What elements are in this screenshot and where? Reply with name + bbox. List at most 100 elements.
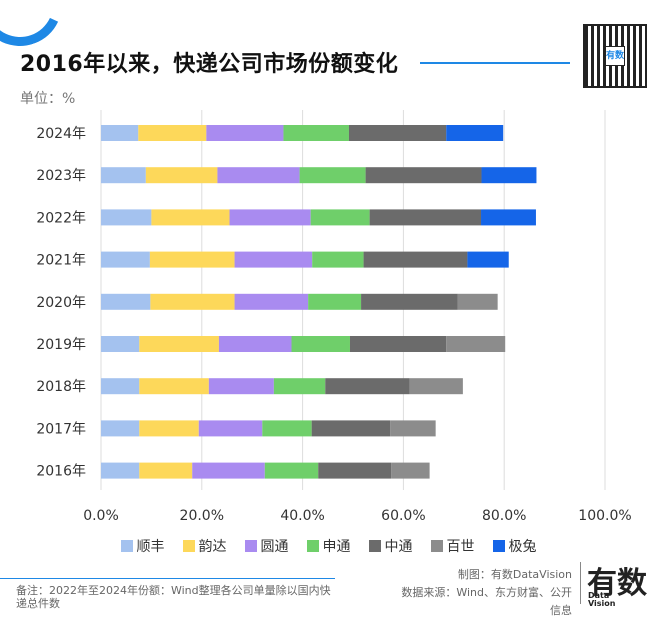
legend-label: 顺丰 xyxy=(136,539,165,555)
bar-segment xyxy=(139,378,209,395)
credit-made: 制图：有数DataVision xyxy=(457,568,572,581)
legend-swatch xyxy=(492,540,505,552)
category-labels: 2024年 2023年 2022年 2021年 2020年 2019年 2018年 2017年… xyxy=(36,126,86,480)
bar-segment xyxy=(139,336,219,352)
legend-item: 中通 xyxy=(368,536,413,556)
bar-segment xyxy=(145,167,218,184)
legend-item: 申通 xyxy=(306,536,351,556)
bar-segment xyxy=(234,251,313,268)
footnote: 备注：2022年至2024年份额：Wind整理各公司单量除以国内快递总件数 xyxy=(16,584,331,610)
bar-segment xyxy=(363,251,468,268)
bar-segment xyxy=(149,251,235,268)
bar-segment xyxy=(101,293,151,310)
bar-segment xyxy=(101,251,150,268)
bar-segment xyxy=(101,209,152,226)
brand-sub-data: Data xyxy=(588,591,610,600)
bar-segment xyxy=(101,462,140,479)
bar-segment xyxy=(198,420,263,437)
legend-swatch xyxy=(368,540,381,552)
category-label: 2022年 xyxy=(36,210,86,226)
legend-item: 韵达 xyxy=(182,536,227,556)
category-label: 2021年 xyxy=(36,253,86,269)
qr-code-icon: 有数 xyxy=(583,24,647,88)
credit-source: 数据来源：Wind、东方财富、公开信息 xyxy=(401,586,572,617)
bar-segment xyxy=(349,336,447,352)
category-label: 2019年 xyxy=(36,337,86,353)
bar-segment xyxy=(365,167,482,184)
bar-segment xyxy=(217,167,300,184)
bar-segment xyxy=(467,251,509,268)
bar-segment xyxy=(457,293,498,310)
brand-logo: 有数 xyxy=(587,566,647,601)
bar-segment xyxy=(101,420,140,437)
bar-segment xyxy=(264,462,319,479)
x-tick-label: 40.0% xyxy=(280,508,324,524)
x-tick-label: 60.0% xyxy=(381,508,425,524)
bar-segment xyxy=(101,378,140,395)
brand-separator xyxy=(580,562,581,604)
brand-subtitle: Data Vision xyxy=(588,592,616,608)
legend-item: 极兔 xyxy=(492,536,537,556)
category-label: 2017年 xyxy=(36,421,86,437)
legend-label: 极兔 xyxy=(508,539,537,555)
legend-swatch xyxy=(430,540,443,552)
bar-segment xyxy=(139,462,193,479)
bar-segment xyxy=(348,125,447,141)
brand-sub-vision: Vision xyxy=(588,599,616,608)
bar-segment xyxy=(391,462,430,479)
bar-segment xyxy=(138,125,207,141)
bar-segment xyxy=(234,293,309,310)
bar-segment xyxy=(218,336,292,352)
bar-segment xyxy=(101,167,146,184)
bar-segment xyxy=(308,293,362,310)
category-label: 2016年 xyxy=(36,464,86,480)
footer-divider xyxy=(0,578,335,579)
x-tick-label: 100.0% xyxy=(578,508,631,524)
bar-segment xyxy=(446,336,506,352)
bar-segment xyxy=(325,378,410,395)
bar-segment xyxy=(361,293,458,310)
x-tick-labels: 0.0% 20.0% 40.0% 60.0% 80.0% 100.0% xyxy=(83,508,631,524)
bar-segment xyxy=(229,209,311,226)
x-tick-label: 20.0% xyxy=(180,508,224,524)
bar-segment xyxy=(101,125,139,141)
bar-segment xyxy=(481,167,537,184)
category-label: 2023年 xyxy=(36,168,86,184)
legend: 顺丰 韵达 圆通 申通 中通 百世 极兔 xyxy=(0,536,657,556)
unit-label: 单位：% xyxy=(20,91,76,107)
bar-segment xyxy=(151,209,230,226)
legend-swatch xyxy=(306,540,319,552)
legend-item: 顺丰 xyxy=(120,536,165,556)
x-tick-label: 0.0% xyxy=(83,508,119,524)
category-label: 2020年 xyxy=(36,295,86,311)
bar-segment xyxy=(192,462,265,479)
legend-label: 申通 xyxy=(322,539,351,555)
bar-segment xyxy=(409,378,463,395)
legend-swatch xyxy=(120,540,133,552)
bar-area xyxy=(101,125,537,479)
legend-label: 韵达 xyxy=(198,539,227,555)
category-label: 2024年 xyxy=(36,126,86,142)
bar-segment xyxy=(150,293,235,310)
bar-segment xyxy=(311,420,391,437)
legend-label: 百世 xyxy=(446,539,475,555)
legend-swatch xyxy=(182,540,195,552)
bar-segment xyxy=(291,336,350,352)
bar-segment xyxy=(299,167,366,184)
title-underline xyxy=(420,62,570,64)
bar-segment xyxy=(283,125,349,141)
bar-segment xyxy=(273,378,326,395)
legend-label: 中通 xyxy=(384,539,413,555)
bar-segment xyxy=(369,209,482,226)
chart-title: 2016年以来，快递公司市场份额变化 xyxy=(20,52,399,77)
legend-item: 圆通 xyxy=(244,536,289,556)
bar-segment xyxy=(262,420,312,437)
bar-segment xyxy=(101,336,140,352)
credits: 制图：有数DataVision 数据来源：Wind、东方财富、公开信息 xyxy=(400,566,572,620)
bar-segment xyxy=(139,420,199,437)
bar-segment xyxy=(390,420,436,437)
legend-label: 圆通 xyxy=(260,539,289,555)
x-tick-label: 80.0% xyxy=(482,508,526,524)
bar-segment xyxy=(481,209,536,226)
